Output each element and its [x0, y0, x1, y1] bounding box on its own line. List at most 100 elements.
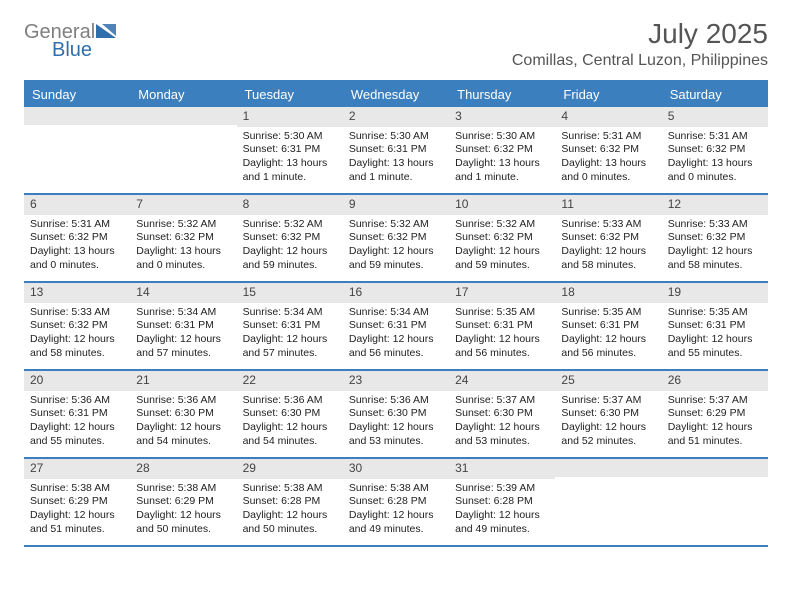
top-row: General Blue July 2025 Comillas, Central…: [24, 18, 768, 70]
day-cell: 22Sunrise: 5:36 AMSunset: 6:30 PMDayligh…: [237, 371, 343, 457]
day-number: 24: [449, 371, 555, 391]
sunrise-text: Sunrise: 5:32 AM: [455, 218, 549, 232]
sunset-text: Sunset: 6:31 PM: [561, 319, 655, 333]
sunset-text: Sunset: 6:30 PM: [243, 407, 337, 421]
day-cell: 16Sunrise: 5:34 AMSunset: 6:31 PMDayligh…: [343, 283, 449, 369]
daylight-text: Daylight: 13 hours and 0 minutes.: [30, 245, 124, 272]
day-cell: 29Sunrise: 5:38 AMSunset: 6:28 PMDayligh…: [237, 459, 343, 545]
day-body: Sunrise: 5:30 AMSunset: 6:31 PMDaylight:…: [237, 127, 343, 191]
day-cell: 27Sunrise: 5:38 AMSunset: 6:29 PMDayligh…: [24, 459, 130, 545]
weekday-header-row: Sunday Monday Tuesday Wednesday Thursday…: [24, 82, 768, 107]
weekday-wednesday: Wednesday: [343, 82, 449, 107]
daylight-text: Daylight: 12 hours and 57 minutes.: [243, 333, 337, 360]
day-number: 5: [662, 107, 768, 127]
day-number: 15: [237, 283, 343, 303]
day-number: 4: [555, 107, 661, 127]
day-cell: 31Sunrise: 5:39 AMSunset: 6:28 PMDayligh…: [449, 459, 555, 545]
sunrise-text: Sunrise: 5:37 AM: [668, 394, 762, 408]
sunrise-text: Sunrise: 5:31 AM: [561, 130, 655, 144]
day-cell: [662, 459, 768, 545]
weekday-thursday: Thursday: [449, 82, 555, 107]
day-number: 13: [24, 283, 130, 303]
day-number: 18: [555, 283, 661, 303]
sunrise-text: Sunrise: 5:34 AM: [136, 306, 230, 320]
sunset-text: Sunset: 6:31 PM: [349, 143, 443, 157]
day-body: Sunrise: 5:36 AMSunset: 6:30 PMDaylight:…: [130, 391, 236, 455]
day-cell: 6Sunrise: 5:31 AMSunset: 6:32 PMDaylight…: [24, 195, 130, 281]
day-number: 10: [449, 195, 555, 215]
day-number: 6: [24, 195, 130, 215]
day-number: 16: [343, 283, 449, 303]
day-body: Sunrise: 5:33 AMSunset: 6:32 PMDaylight:…: [555, 215, 661, 279]
day-cell: 1Sunrise: 5:30 AMSunset: 6:31 PMDaylight…: [237, 107, 343, 193]
sunset-text: Sunset: 6:32 PM: [243, 231, 337, 245]
sunset-text: Sunset: 6:31 PM: [668, 319, 762, 333]
sunrise-text: Sunrise: 5:33 AM: [668, 218, 762, 232]
daylight-text: Daylight: 12 hours and 58 minutes.: [561, 245, 655, 272]
sunset-text: Sunset: 6:32 PM: [668, 231, 762, 245]
day-number: 22: [237, 371, 343, 391]
day-body: Sunrise: 5:34 AMSunset: 6:31 PMDaylight:…: [237, 303, 343, 367]
day-number: 30: [343, 459, 449, 479]
day-number: 2: [343, 107, 449, 127]
sunset-text: Sunset: 6:32 PM: [349, 231, 443, 245]
day-body: Sunrise: 5:38 AMSunset: 6:29 PMDaylight:…: [130, 479, 236, 543]
day-body: Sunrise: 5:32 AMSunset: 6:32 PMDaylight:…: [449, 215, 555, 279]
sunrise-text: Sunrise: 5:32 AM: [243, 218, 337, 232]
brand-logo: General Blue: [24, 18, 156, 58]
sunrise-text: Sunrise: 5:36 AM: [349, 394, 443, 408]
day-cell: 25Sunrise: 5:37 AMSunset: 6:30 PMDayligh…: [555, 371, 661, 457]
daylight-text: Daylight: 13 hours and 0 minutes.: [561, 157, 655, 184]
weekday-sunday: Sunday: [24, 82, 130, 107]
day-body: Sunrise: 5:34 AMSunset: 6:31 PMDaylight:…: [343, 303, 449, 367]
day-body: Sunrise: 5:36 AMSunset: 6:31 PMDaylight:…: [24, 391, 130, 455]
day-number: 12: [662, 195, 768, 215]
day-body: Sunrise: 5:32 AMSunset: 6:32 PMDaylight:…: [343, 215, 449, 279]
sunrise-text: Sunrise: 5:34 AM: [349, 306, 443, 320]
sunrise-text: Sunrise: 5:31 AM: [30, 218, 124, 232]
sunset-text: Sunset: 6:31 PM: [30, 407, 124, 421]
sunrise-text: Sunrise: 5:32 AM: [349, 218, 443, 232]
sunset-text: Sunset: 6:32 PM: [455, 231, 549, 245]
daylight-text: Daylight: 12 hours and 51 minutes.: [30, 509, 124, 536]
day-body: [555, 477, 661, 486]
sunrise-text: Sunrise: 5:30 AM: [349, 130, 443, 144]
daylight-text: Daylight: 13 hours and 1 minute.: [349, 157, 443, 184]
day-number: 11: [555, 195, 661, 215]
daylight-text: Daylight: 12 hours and 53 minutes.: [455, 421, 549, 448]
day-cell: 11Sunrise: 5:33 AMSunset: 6:32 PMDayligh…: [555, 195, 661, 281]
sunrise-text: Sunrise: 5:37 AM: [455, 394, 549, 408]
day-cell: 19Sunrise: 5:35 AMSunset: 6:31 PMDayligh…: [662, 283, 768, 369]
daylight-text: Daylight: 12 hours and 58 minutes.: [668, 245, 762, 272]
day-cell: 3Sunrise: 5:30 AMSunset: 6:32 PMDaylight…: [449, 107, 555, 193]
day-cell: 15Sunrise: 5:34 AMSunset: 6:31 PMDayligh…: [237, 283, 343, 369]
day-cell: 7Sunrise: 5:32 AMSunset: 6:32 PMDaylight…: [130, 195, 236, 281]
sunrise-text: Sunrise: 5:38 AM: [30, 482, 124, 496]
day-cell: 4Sunrise: 5:31 AMSunset: 6:32 PMDaylight…: [555, 107, 661, 193]
month-title: July 2025: [512, 18, 768, 50]
sunrise-text: Sunrise: 5:35 AM: [668, 306, 762, 320]
week-row: 1Sunrise: 5:30 AMSunset: 6:31 PMDaylight…: [24, 107, 768, 195]
day-body: Sunrise: 5:33 AMSunset: 6:32 PMDaylight:…: [662, 215, 768, 279]
day-body: Sunrise: 5:31 AMSunset: 6:32 PMDaylight:…: [662, 127, 768, 191]
sunset-text: Sunset: 6:31 PM: [455, 319, 549, 333]
day-cell: 23Sunrise: 5:36 AMSunset: 6:30 PMDayligh…: [343, 371, 449, 457]
day-body: Sunrise: 5:37 AMSunset: 6:30 PMDaylight:…: [449, 391, 555, 455]
day-number: 3: [449, 107, 555, 127]
sunrise-text: Sunrise: 5:36 AM: [136, 394, 230, 408]
day-body: Sunrise: 5:38 AMSunset: 6:28 PMDaylight:…: [237, 479, 343, 543]
sunset-text: Sunset: 6:28 PM: [243, 495, 337, 509]
day-cell: 5Sunrise: 5:31 AMSunset: 6:32 PMDaylight…: [662, 107, 768, 193]
sunset-text: Sunset: 6:28 PM: [455, 495, 549, 509]
logo-svg: General Blue: [24, 18, 156, 58]
day-number: 19: [662, 283, 768, 303]
day-number: 26: [662, 371, 768, 391]
day-number: 14: [130, 283, 236, 303]
sunrise-text: Sunrise: 5:38 AM: [136, 482, 230, 496]
day-number: 17: [449, 283, 555, 303]
day-body: Sunrise: 5:38 AMSunset: 6:28 PMDaylight:…: [343, 479, 449, 543]
week-row: 13Sunrise: 5:33 AMSunset: 6:32 PMDayligh…: [24, 283, 768, 371]
daylight-text: Daylight: 12 hours and 56 minutes.: [349, 333, 443, 360]
sunrise-text: Sunrise: 5:35 AM: [455, 306, 549, 320]
day-cell: 26Sunrise: 5:37 AMSunset: 6:29 PMDayligh…: [662, 371, 768, 457]
